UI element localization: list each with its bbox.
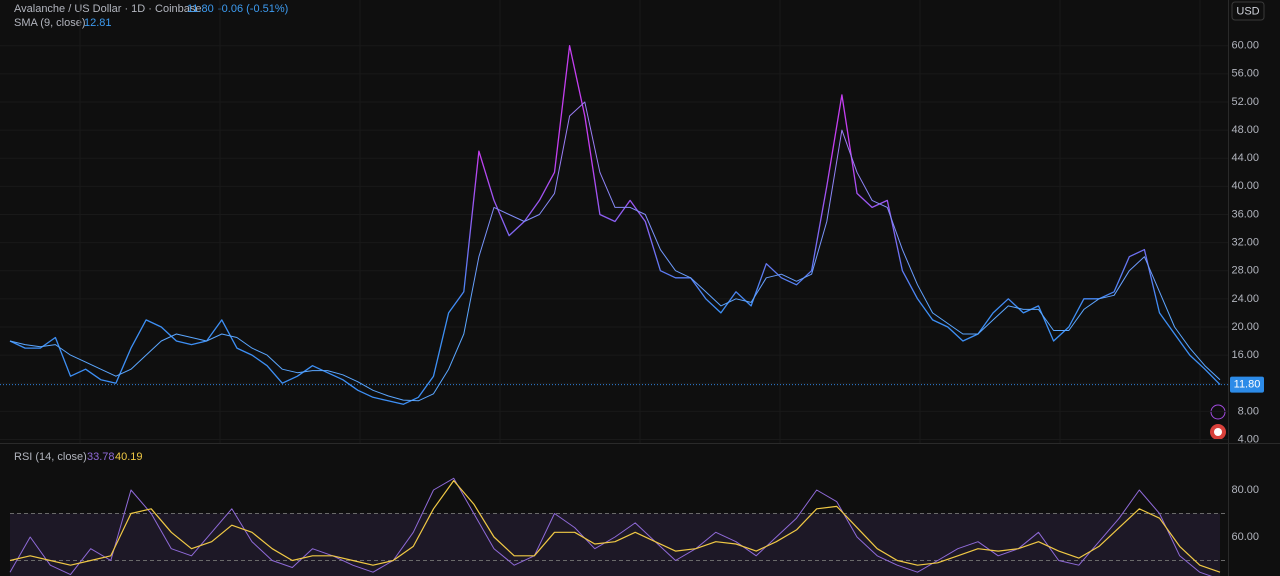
price-change: -0.06 (-0.51%) [218,3,288,15]
y-tick-label: 44.00 [1231,152,1259,164]
symbol-title: Avalanche / US Dollar · 1D · Coinbase [14,3,202,15]
y-tick-label: 28.00 [1231,265,1259,277]
y-tick-label: 60.00 [1231,40,1259,52]
alert-icon[interactable] [1210,404,1226,420]
y-tick-label: 60.00 [1231,531,1259,543]
series-line [9,480,1221,573]
y-tick-label: 56.00 [1231,68,1259,80]
rsi-value: 33.78 [87,451,115,463]
rsi-ma-value: 40.19 [115,451,143,463]
y-tick-label: 32.00 [1231,237,1259,249]
y-tick-label: 52.00 [1231,96,1259,108]
y-tick-label: 40.00 [1231,180,1259,192]
last-price-tag-text: 11.80 [1234,379,1261,391]
y-tick-label: 16.00 [1231,349,1259,361]
series-line [9,101,1221,402]
y-tick-label: 36.00 [1231,208,1259,220]
y-tick-label: 48.00 [1231,124,1259,136]
y-tick-label: 20.00 [1231,321,1259,333]
flag-icon-center [1214,428,1222,436]
y-tick-label: 8.00 [1238,405,1259,417]
rsi-band [10,513,1220,576]
last-price: 11.80 [187,3,214,15]
y-tick-label: 80.00 [1231,484,1259,496]
currency-button[interactable] [1231,1,1265,21]
last-price-tag [1230,376,1264,393]
y-tick-label: 4.00 [1238,433,1259,445]
sma-legend: SMA (9, close) [14,17,86,29]
y-tick-label: 24.00 [1231,293,1259,305]
currency[interactable]: USD [1236,5,1259,17]
sma-value: 12.81 [84,17,112,29]
rsi-legend: RSI (14, close) [14,451,87,463]
